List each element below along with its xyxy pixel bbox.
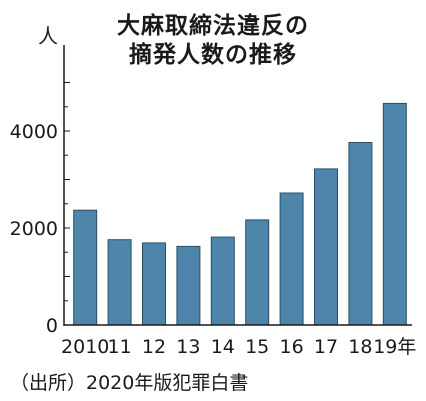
x-tick-label: 12 bbox=[142, 336, 166, 358]
x-tick-label: 13 bbox=[176, 336, 200, 358]
bar-15 bbox=[245, 219, 270, 326]
bar-19年 bbox=[382, 102, 407, 326]
x-tick-label: 14 bbox=[211, 336, 235, 358]
y-tick-label: 2000 bbox=[10, 218, 58, 240]
axes bbox=[63, 45, 412, 326]
bar-11 bbox=[107, 239, 132, 326]
x-tick-label: 2010 bbox=[61, 336, 109, 358]
x-tick-label: 17 bbox=[314, 336, 338, 358]
x-tick-label: 19年 bbox=[373, 336, 416, 358]
x-tick-label: 11 bbox=[108, 336, 132, 358]
y-axis-ticks: 0 2000 4000 bbox=[10, 121, 58, 337]
bar-2010 bbox=[73, 209, 98, 326]
source-note: （出所）2020年版犯罪白書 bbox=[10, 372, 249, 394]
x-tick-label: 15 bbox=[245, 336, 269, 358]
y-axis-unit-label: 人 bbox=[38, 24, 58, 48]
chart-title-line-1: 大麻取締法違反の bbox=[117, 13, 309, 39]
bar-12 bbox=[142, 242, 166, 326]
bar-series bbox=[73, 102, 407, 326]
bar-18 bbox=[348, 142, 373, 326]
bar-17 bbox=[314, 168, 338, 326]
bar-16 bbox=[279, 192, 304, 326]
chart-title-line-2: 摘発人数の推移 bbox=[129, 42, 297, 68]
x-tick-label: 16 bbox=[280, 336, 304, 358]
bar-14 bbox=[210, 236, 235, 326]
bar-13 bbox=[176, 245, 201, 326]
x-tick-label: 18 bbox=[348, 336, 372, 358]
y-tick-label: 0 bbox=[46, 315, 58, 337]
y-tick-label: 4000 bbox=[10, 121, 58, 143]
